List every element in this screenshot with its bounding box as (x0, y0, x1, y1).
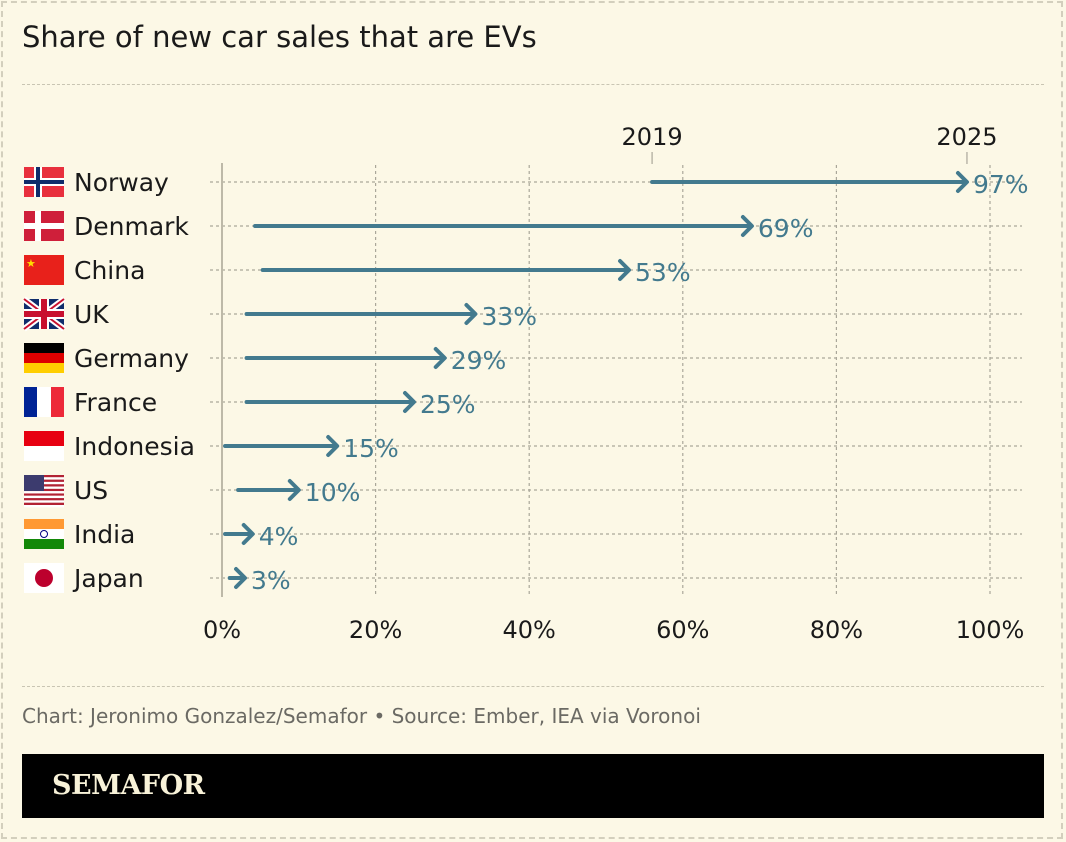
category-label: Denmark (74, 212, 189, 241)
footer-bar: SEMAFOR (22, 754, 1044, 818)
arrow-head (464, 303, 478, 325)
flag-part (24, 387, 37, 417)
denmark-flag-icon (24, 211, 64, 241)
flag-part (24, 255, 64, 285)
chakra (40, 530, 48, 538)
india-flag-icon (24, 519, 64, 549)
year-label: 2019 (622, 123, 683, 151)
flag-part (51, 387, 64, 417)
arrow-head (326, 435, 340, 457)
value-label: 29% (451, 346, 507, 375)
germany-flag-icon (24, 343, 64, 373)
norway-flag-icon (24, 167, 64, 197)
value-label: 3% (251, 566, 291, 595)
category-label: India (74, 520, 135, 549)
x-tick-label: 100% (956, 616, 1025, 644)
divider-bottom (22, 686, 1044, 687)
japan-flag-icon (24, 563, 64, 593)
category-label: China (74, 256, 145, 285)
year-label: 2025 (936, 123, 997, 151)
flag-part (24, 475, 44, 491)
category-label: Indonesia (74, 432, 195, 461)
arrow-head (287, 479, 301, 501)
value-label: 25% (420, 390, 476, 419)
category-label: Germany (74, 344, 189, 373)
flag-part (24, 343, 64, 353)
value-label: 69% (758, 214, 814, 243)
arrow-head (403, 391, 416, 413)
category-label: France (74, 388, 157, 417)
divider-top (22, 84, 1044, 85)
value-label: 97% (973, 170, 1029, 199)
france-flag-icon (24, 387, 64, 417)
flag-part (24, 529, 64, 539)
x-tick-label: 20% (349, 616, 402, 644)
star: ★ (26, 257, 36, 270)
flag-part (24, 180, 64, 184)
x-tick-label: 40% (503, 616, 556, 644)
x-tick-label: 60% (656, 616, 709, 644)
flag-part (37, 387, 51, 417)
chart-title: Share of new car sales that are EVs (22, 20, 537, 54)
semafor-logo: SEMAFOR (52, 770, 205, 801)
value-label: 33% (481, 302, 537, 331)
uk-flag-icon (22, 296, 66, 332)
category-label: UK (74, 300, 109, 329)
flag-part (35, 569, 53, 587)
flag-part (24, 223, 64, 229)
flag-part (24, 502, 64, 505)
arrow-head (433, 347, 447, 369)
flag-part (24, 446, 64, 461)
flag-part (24, 431, 64, 446)
category-label: Japan (72, 564, 144, 593)
china-flag-icon: ★ (24, 255, 64, 285)
category-label: Norway (74, 168, 169, 197)
flag-part (24, 500, 64, 503)
flag-part (24, 498, 64, 501)
value-label: 4% (259, 522, 299, 551)
x-tick-label: 0% (203, 616, 241, 644)
flag-part (24, 495, 64, 499)
arrow-head (241, 523, 255, 545)
flag-part (24, 491, 64, 494)
arrow-head (740, 215, 754, 237)
category-label: US (74, 476, 108, 505)
flag-part (24, 519, 64, 529)
arrow-head (234, 567, 248, 589)
chart-credit: Chart: Jeronimo Gonzalez/Semafor • Sourc… (22, 704, 701, 728)
value-label: 10% (305, 478, 361, 507)
us-flag-icon (24, 475, 64, 508)
flag-part (24, 493, 64, 496)
flag-part (24, 353, 64, 363)
flag-part (24, 311, 64, 317)
arrow-head (618, 259, 632, 281)
x-tick-label: 80% (810, 616, 863, 644)
flag-part (24, 505, 64, 508)
value-label: 53% (635, 258, 691, 287)
flag-part (24, 363, 64, 373)
chart: 0% 20% 40% 60% 80% 100% 2019 2025 Norway 97% Denma… (22, 123, 1029, 644)
flag-part (24, 539, 64, 549)
indonesia-flag-icon (24, 431, 64, 461)
value-label: 15% (343, 434, 399, 463)
arrow-head (955, 171, 969, 193)
